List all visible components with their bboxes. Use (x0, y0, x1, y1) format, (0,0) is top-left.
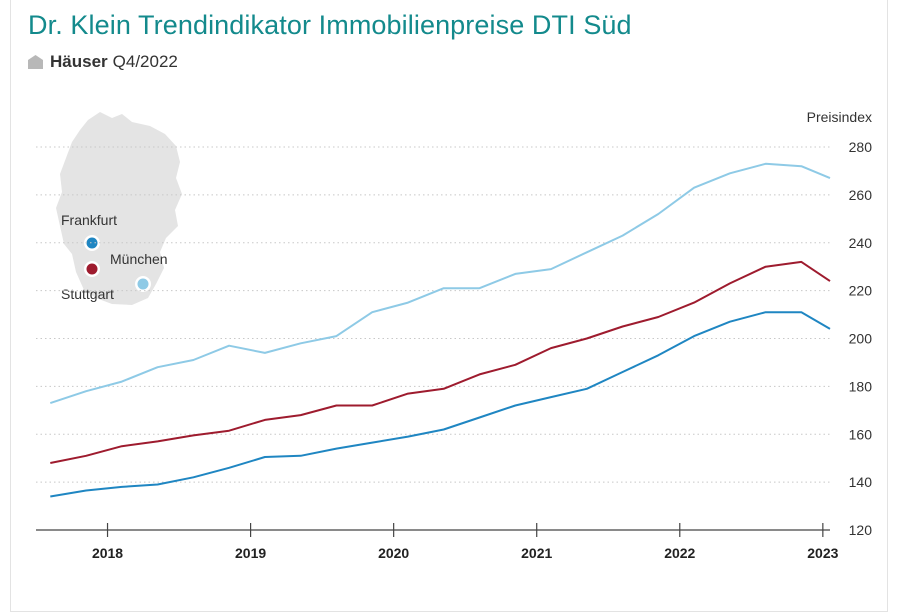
y-tick-label-120: 120 (849, 522, 873, 538)
subtitle-category: Häuser (50, 52, 108, 71)
map-label-stuttgart: Stuttgart (61, 286, 114, 302)
frankfurt-dot (86, 237, 98, 249)
x-tick-label-2023: 2023 (807, 545, 838, 561)
y-tick-label-220: 220 (849, 283, 873, 299)
x-tick-label-2020: 2020 (378, 545, 409, 561)
y-tick-label-280: 280 (849, 139, 873, 155)
series-line-muenchen (49, 162, 831, 405)
map-label-muenchen: München (110, 251, 168, 267)
germany-map: Frankfurt Stuttgart München (56, 112, 182, 305)
chart-frame (10, 0, 888, 612)
x-tick-label-2022: 2022 (664, 545, 695, 561)
chart-grid (36, 146, 830, 483)
muenchen-dot (137, 278, 149, 290)
subtitle-period: Q4/2022 (112, 52, 178, 71)
y-tick-label-180: 180 (849, 378, 873, 394)
chart-axes: 120 140 160 180 200 220 240 260 280 2018 2019 2020 2… (36, 139, 872, 561)
chart-series (49, 162, 831, 498)
y-tick-label-140: 140 (849, 474, 873, 490)
x-tick-label-2021: 2021 (521, 545, 552, 561)
y-axis-label: Preisindex (807, 109, 872, 125)
germany-map-shape (56, 112, 182, 305)
x-tick-label-2018: 2018 (92, 545, 123, 561)
y-tick-label-260: 260 (849, 187, 873, 203)
stuttgart-dot (86, 263, 98, 275)
y-tick-label-240: 240 (849, 235, 873, 251)
map-label-frankfurt: Frankfurt (61, 212, 117, 228)
series-line-stuttgart (50, 260, 831, 464)
chart-subtitle: Häuser Q4/2022 (28, 52, 178, 72)
chart-title: Dr. Klein Trendindikator Immobilienpreis… (28, 10, 632, 40)
series-line-frankfurt (50, 311, 831, 498)
y-tick-label-160: 160 (849, 426, 873, 442)
x-tick-label-2019: 2019 (235, 545, 266, 561)
y-tick-label-200: 200 (849, 331, 873, 347)
house-icon (28, 55, 43, 69)
